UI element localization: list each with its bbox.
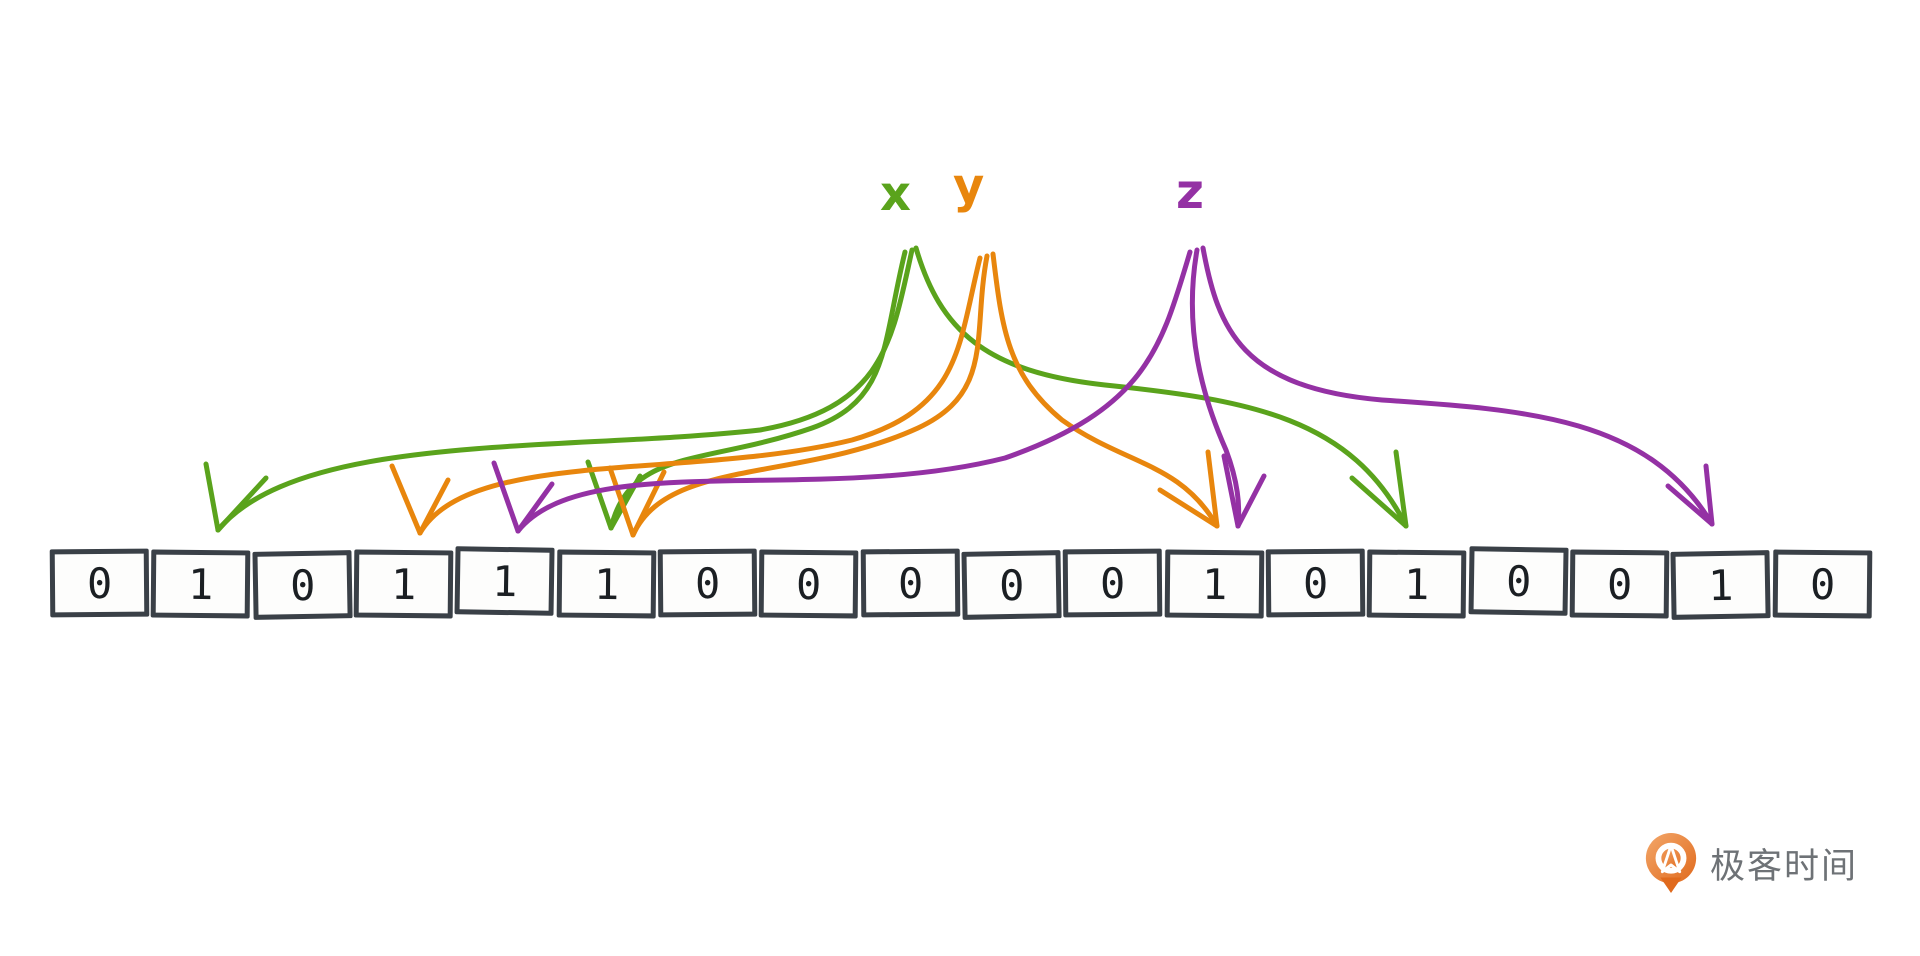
bit-cell-17: 0 — [1772, 549, 1873, 619]
bit-cell-11: 1 — [1164, 549, 1265, 619]
bit-value: 0 — [86, 558, 113, 608]
bit-cell-12: 0 — [1265, 548, 1366, 618]
brand-footer: 极客时间 — [1642, 831, 1858, 895]
bit-value: 1 — [390, 559, 417, 609]
bit-cell-14: 0 — [1468, 546, 1569, 616]
bit-cell-9: 0 — [961, 550, 1062, 620]
bit-value: 0 — [1606, 559, 1633, 609]
bit-value: 0 — [694, 558, 721, 608]
bit-value: 0 — [1505, 556, 1532, 606]
bit-value: 0 — [1100, 558, 1126, 608]
bit-cell-3: 1 — [353, 549, 454, 619]
bit-value: 1 — [188, 559, 214, 609]
bit-cell-2: 0 — [252, 550, 353, 620]
bit-value: 1 — [491, 556, 519, 606]
bit-value: 0 — [1302, 558, 1329, 608]
arrow-x-to-bit-1 — [203, 247, 915, 533]
bit-value: 0 — [897, 558, 924, 608]
arrow-y-to-bit-3 — [389, 255, 983, 536]
bit-cell-16: 1 — [1670, 550, 1772, 620]
bit-cell-0: 0 — [49, 548, 150, 618]
bit-value: 1 — [1707, 560, 1735, 610]
bit-array: 0 1 0 1 1 1 0 0 0 0 0 1 0 1 0 0 1 0 — [49, 546, 1873, 620]
bit-value: 1 — [593, 559, 620, 609]
bit-cell-1: 1 — [150, 549, 251, 619]
bit-value: 0 — [998, 560, 1025, 610]
bit-cell-10: 0 — [1062, 548, 1163, 618]
bit-cell-15: 0 — [1569, 549, 1670, 619]
bit-cell-8: 0 — [860, 548, 961, 618]
arrow-z-to-bit-4 — [491, 249, 1193, 534]
arrow-z-to-bit-16 — [1200, 245, 1715, 527]
arrow-x-to-bit-13 — [913, 245, 1409, 529]
bit-cell-5: 1 — [556, 549, 657, 619]
bit-value: 1 — [1404, 559, 1430, 609]
arrow-z-to-bit-11 — [1189, 247, 1267, 529]
bit-cell-7: 0 — [758, 549, 859, 619]
bit-cell-4: 1 — [454, 546, 556, 616]
geektime-logo-icon — [1645, 833, 1697, 893]
arrow-y-to-bit-11 — [990, 251, 1220, 529]
bit-value: 0 — [1809, 559, 1836, 609]
element-label-x: x — [880, 166, 911, 222]
bit-cell-6: 0 — [657, 548, 758, 618]
element-label-y: y — [953, 158, 985, 214]
brand-name: 极客时间 — [1710, 846, 1859, 887]
bit-value: 0 — [289, 560, 316, 610]
bit-value: 1 — [1201, 559, 1228, 609]
bit-value: 0 — [796, 559, 822, 609]
element-label-z: z — [1176, 164, 1204, 220]
bit-cell-13: 1 — [1366, 549, 1467, 619]
